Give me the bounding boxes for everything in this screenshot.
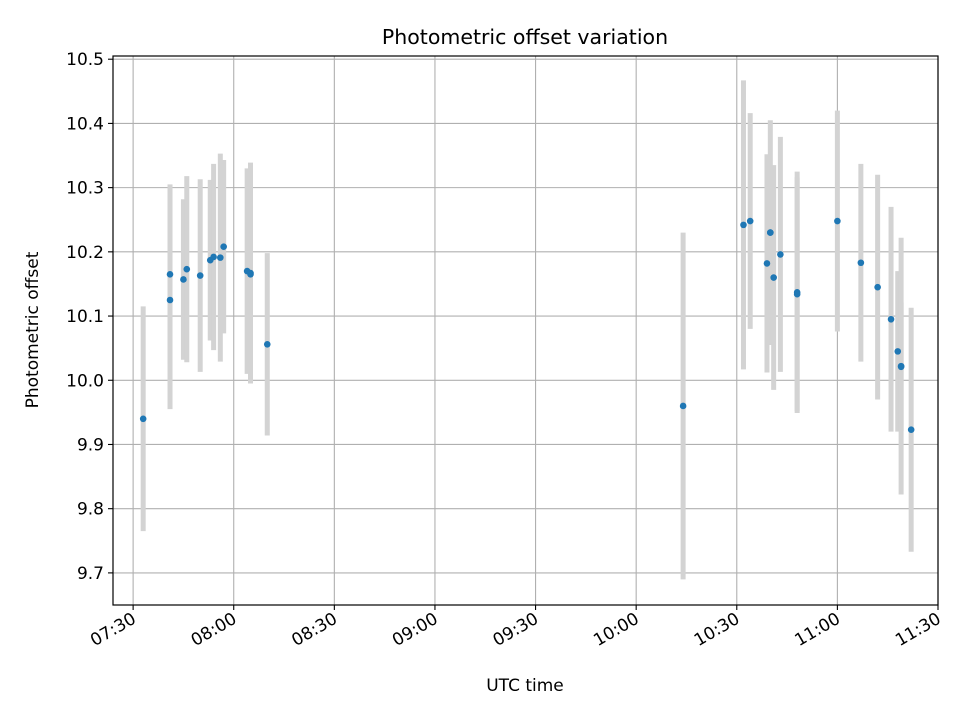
- data-point: [793, 290, 801, 298]
- data-point: [217, 254, 224, 261]
- data-point: [740, 221, 747, 229]
- x-tick-label: 11:00: [791, 609, 843, 651]
- data-point: [220, 243, 227, 251]
- data-point: [166, 296, 174, 304]
- y-tick-label: 10.0: [66, 371, 104, 391]
- x-tick-label: 11:30: [892, 609, 944, 651]
- data-points: [139, 217, 915, 434]
- y-tick-label: 9.9: [77, 435, 104, 455]
- data-point: [887, 315, 895, 323]
- grid-lines: [113, 56, 939, 605]
- data-point: [196, 272, 204, 279]
- x-tick-label: 10:00: [590, 609, 642, 651]
- x-tick-label: 09:00: [389, 609, 441, 651]
- y-tick-label: 10.5: [66, 50, 104, 70]
- x-axis-label: UTC time: [486, 676, 564, 696]
- data-point: [897, 363, 905, 371]
- y-axis-label: Photometric offset: [23, 251, 43, 408]
- x-tick-label: 08:30: [288, 609, 340, 651]
- plot-frame: [112, 55, 939, 606]
- data-point: [763, 260, 771, 267]
- data-point: [907, 426, 915, 434]
- data-point: [263, 341, 271, 348]
- x-tick-label: 10:30: [691, 609, 743, 651]
- data-point: [777, 251, 784, 258]
- x-axis-ticks: 07:30 08:00 08:30 09:00 09:30 10:00 10:30 11:00…: [87, 605, 945, 651]
- y-tick-label: 10.1: [66, 307, 104, 327]
- data-point: [834, 217, 841, 225]
- data-point: [210, 253, 217, 261]
- chart-title: Photometric offset variation: [382, 25, 668, 49]
- data-point: [139, 415, 147, 423]
- data-point: [166, 271, 174, 278]
- y-tick-label: 10.2: [66, 243, 104, 263]
- data-point: [857, 259, 865, 267]
- y-tick-label: 10.4: [66, 114, 104, 134]
- y-axis-ticks: 9.7 9.8 9.9 10.0 10.1 10.2 10.3 10.4 10.5: [66, 50, 113, 584]
- data-point: [874, 283, 881, 291]
- data-point: [247, 269, 254, 277]
- error-bars: [140, 80, 914, 580]
- data-point: [894, 348, 902, 355]
- data-point: [746, 217, 754, 225]
- data-point: [180, 276, 187, 283]
- x-tick-label: 09:30: [490, 609, 542, 651]
- data-point: [770, 274, 777, 281]
- y-tick-label: 9.7: [77, 564, 104, 584]
- data-point: [183, 265, 191, 273]
- y-tick-label: 9.8: [77, 500, 104, 520]
- data-point: [767, 229, 774, 236]
- data-point: [679, 402, 687, 410]
- x-tick-label: 07:30: [87, 609, 139, 651]
- x-tick-label: 08:00: [188, 609, 240, 651]
- y-tick-label: 10.3: [66, 179, 104, 199]
